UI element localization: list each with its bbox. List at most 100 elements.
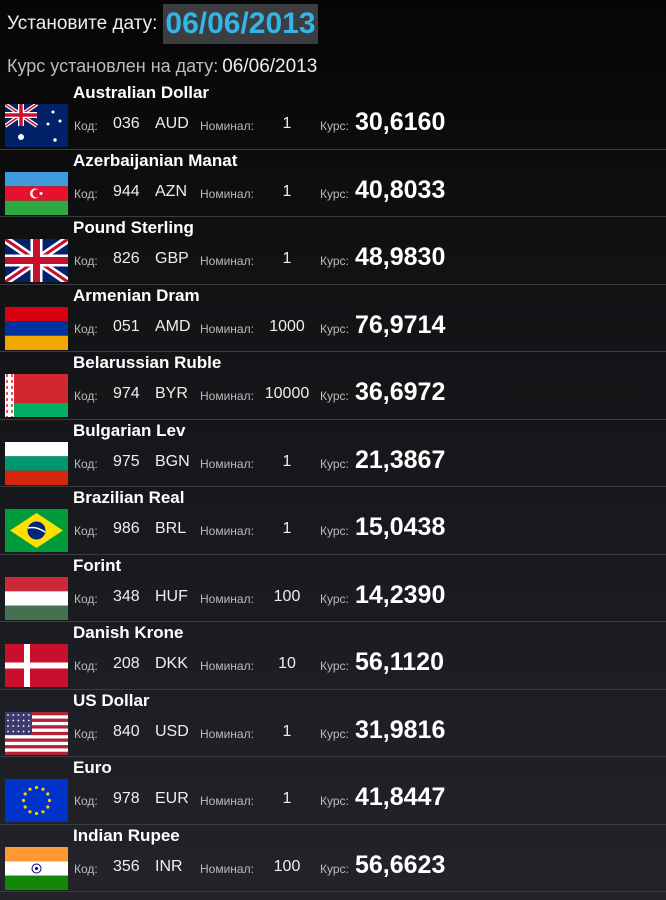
iso-code: AMD [155, 317, 191, 335]
currency-row[interactable]: Australian Dollar Код: 036 AUD Номинал: … [0, 82, 666, 150]
code-label: Код: [74, 119, 98, 133]
iso-code: DKK [155, 655, 188, 672]
az-flag-icon [5, 171, 68, 215]
currency-name: Pound Sterling [73, 218, 194, 237]
rate-label: Курс: [320, 861, 349, 876]
rate-value: 41,8447 [355, 783, 446, 811]
rate-label: Курс: [320, 389, 349, 403]
rate-label: Курс: [320, 456, 349, 471]
nominal-value: 1 [282, 250, 292, 267]
rate-value: 40,8033 [355, 175, 446, 204]
rate-value: 15,0438 [355, 513, 446, 541]
currency-row[interactable]: Euro Код: 978 EUR Номинал: 1 Курс: 41,84… [0, 757, 666, 825]
rate-label: Курс: [320, 726, 349, 741]
rate-value: 48,9830 [355, 243, 446, 271]
iso-code: GBP [155, 250, 189, 267]
rate-value: 36,6972 [355, 378, 446, 406]
date-picker-button[interactable]: 06/06/2013 [163, 4, 318, 44]
nominal-value: 10000 [264, 385, 310, 402]
rate-label: Курс: [320, 254, 349, 268]
nominal-value: 10 [278, 655, 296, 672]
currency-name: Australian Dollar [73, 83, 210, 102]
numeric-code: 974 [113, 385, 140, 402]
iso-code: BYR [155, 385, 188, 402]
nominal-value: 100 [273, 857, 301, 875]
rate-date-row: Курс установлен на дату: 06/06/2013 [7, 56, 317, 78]
code-label: Код: [74, 186, 98, 201]
currency-name: Azerbaijanian Manat [73, 150, 238, 170]
currency-name: Forint [73, 555, 122, 575]
currency-row[interactable]: Pound Sterling Код: 826 GBP Номинал: 1 К… [0, 217, 666, 285]
iso-code: AUD [155, 115, 189, 132]
code-label: Код: [74, 254, 98, 268]
currency-name: Euro [73, 758, 112, 777]
currency-list[interactable]: Australian Dollar Код: 036 AUD Номинал: … [0, 82, 666, 892]
nominal-label: Номинал: [200, 456, 254, 471]
numeric-code: 348 [113, 587, 140, 605]
nominal-label: Номинал: [200, 659, 254, 673]
eu-flag-icon [5, 779, 68, 822]
nominal-label: Номинал: [200, 726, 254, 741]
rate-label: Курс: [320, 321, 349, 336]
code-label: Код: [74, 591, 98, 606]
code-label: Код: [74, 861, 98, 876]
rate-label: Курс: [320, 659, 349, 673]
rate-value: 31,9816 [355, 715, 446, 744]
iso-code: BRL [155, 520, 187, 537]
nominal-label: Номинал: [200, 591, 254, 606]
currency-row[interactable]: Forint Код: 348 HUF Номинал: 100 Курс: 1… [0, 555, 666, 622]
nominal-label: Номинал: [200, 524, 254, 538]
numeric-code: 208 [113, 655, 140, 672]
currency-name: Armenian Dram [73, 285, 200, 305]
currency-row[interactable]: Indian Rupee Код: 356 INR Номинал: 100 К… [0, 825, 666, 892]
br-flag-icon [5, 509, 68, 552]
currency-row[interactable]: US Dollar Код: 840 USD Номинал: 1 Курс: … [0, 690, 666, 757]
bg-flag-icon [5, 441, 68, 485]
rate-value: 30,6160 [355, 108, 446, 136]
nominal-value: 1 [282, 790, 292, 807]
rate-date-label: Курс установлен на дату: [7, 56, 219, 76]
numeric-code: 840 [113, 722, 140, 740]
code-label: Код: [74, 794, 98, 808]
code-label: Код: [74, 659, 98, 673]
nominal-label: Номинал: [200, 119, 254, 133]
nominal-label: Номинал: [200, 861, 254, 876]
code-label: Код: [74, 321, 98, 336]
code-label: Код: [74, 726, 98, 741]
currency-row[interactable]: Belarussian Ruble Код: 974 BYR Номинал: … [0, 352, 666, 420]
numeric-code: 978 [113, 790, 140, 807]
iso-code: BGN [155, 452, 190, 470]
rate-label: Курс: [320, 794, 349, 808]
iso-code: HUF [155, 587, 188, 605]
currency-name: US Dollar [73, 690, 150, 710]
rate-label: Курс: [320, 591, 349, 606]
nominal-value: 100 [273, 587, 301, 605]
rate-value: 21,3867 [355, 445, 446, 474]
by-flag-icon [5, 374, 68, 417]
currency-row[interactable]: Azerbaijanian Manat Код: 944 AZN Номинал… [0, 150, 666, 217]
nominal-label: Номинал: [200, 389, 254, 403]
iso-code: AZN [155, 182, 187, 200]
currency-row[interactable]: Bulgarian Lev Код: 975 BGN Номинал: 1 Ку… [0, 420, 666, 487]
currency-row[interactable]: Armenian Dram Код: 051 AMD Номинал: 1000… [0, 285, 666, 352]
numeric-code: 356 [113, 857, 140, 875]
currency-name: Belarussian Ruble [73, 353, 222, 372]
nominal-value: 1 [282, 115, 292, 132]
dk-flag-icon [5, 644, 68, 687]
rate-value: 14,2390 [355, 580, 446, 609]
nominal-value: 1 [282, 722, 292, 740]
rate-label: Курс: [320, 186, 349, 201]
rate-date-value: 06/06/2013 [222, 56, 318, 77]
iso-code: EUR [155, 790, 189, 807]
gb-flag-icon [5, 239, 68, 282]
currency-row[interactable]: Danish Krone Код: 208 DKK Номинал: 10 Ку… [0, 622, 666, 690]
nominal-value: 1 [282, 182, 292, 200]
am-flag-icon [5, 306, 68, 350]
au-flag-icon [5, 104, 68, 147]
rate-label: Курс: [320, 119, 349, 133]
currency-name: Danish Krone [73, 623, 184, 642]
in-flag-icon [5, 846, 68, 890]
currency-row[interactable]: Brazilian Real Код: 986 BRL Номинал: 1 К… [0, 487, 666, 555]
us-flag-icon [5, 711, 68, 755]
nominal-label: Номинал: [200, 321, 254, 336]
